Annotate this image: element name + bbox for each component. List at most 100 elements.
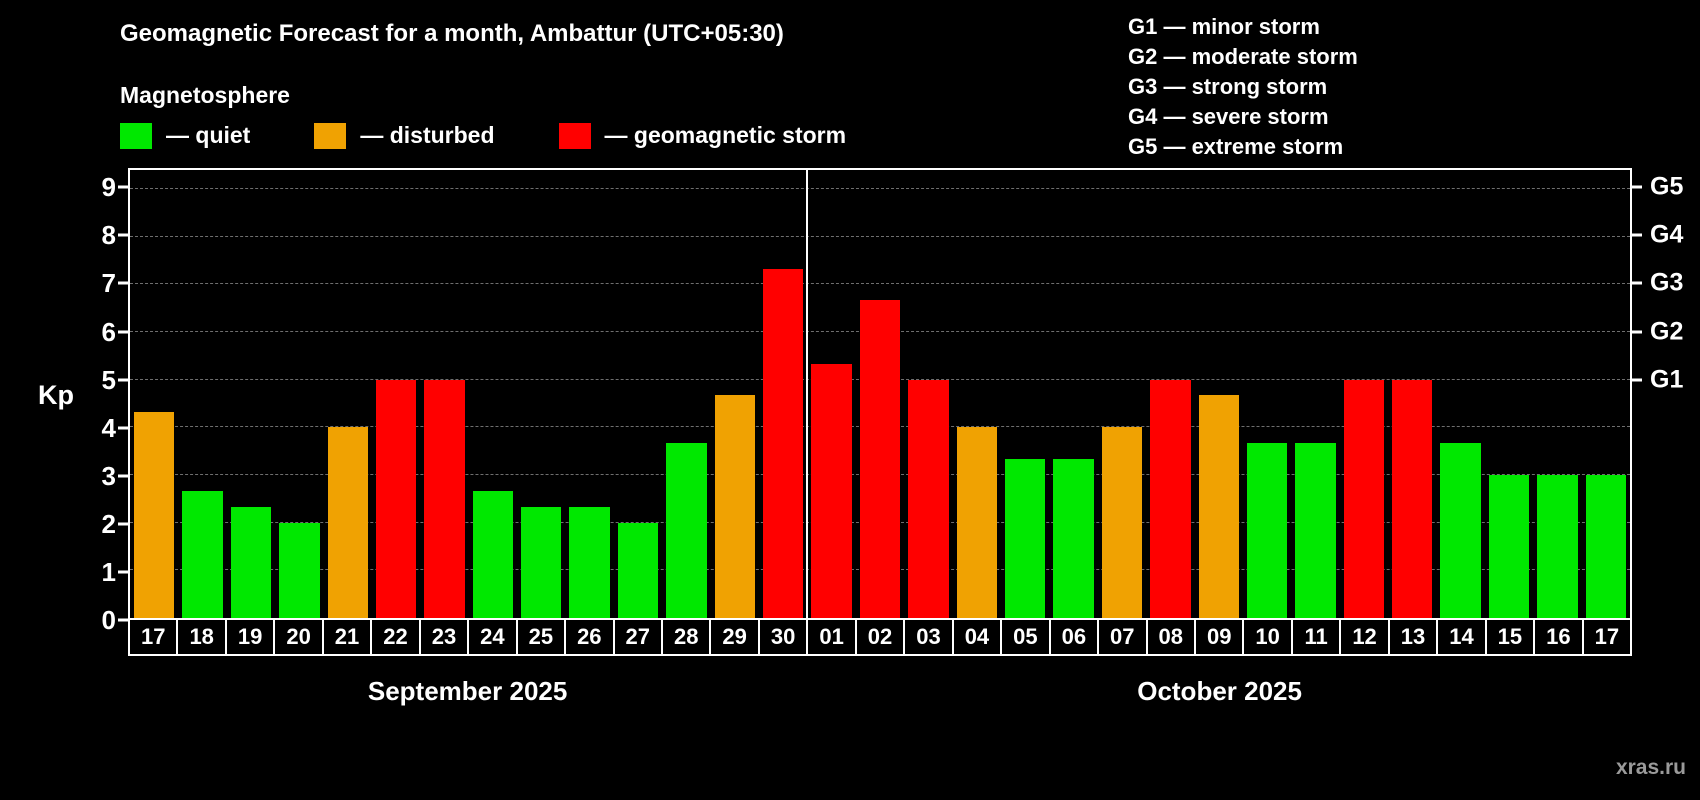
g-legend-line-2: G2 — moderate storm: [1128, 44, 1358, 69]
y-tick-label-1: 1: [101, 556, 116, 587]
right-axis-label-g1: G1: [1650, 365, 1684, 394]
day-labels-row: 17 18 19 20 21 22 23 24 25 26 27 28 29 30 01 02 03 04 05 06…: [128, 618, 1633, 656]
y-tick-2: [118, 522, 128, 526]
y-tick-label-2: 2: [101, 508, 116, 539]
legend-item-disturbed: — disturbed: [314, 122, 495, 149]
kp-bar-day-12: [1343, 379, 1385, 618]
right-axis-label-g2: G2: [1650, 317, 1684, 345]
day-label-cell: 30: [757, 618, 809, 656]
y-tick-9: [118, 185, 128, 189]
kp-bar-day-21: [327, 427, 368, 618]
kp-bar-day-17: [134, 411, 175, 618]
y-tick-4: [118, 426, 128, 430]
day-label-cell: 13: [1387, 618, 1439, 656]
y-tick-6: [118, 330, 128, 333]
day-label-cell: 26: [564, 618, 615, 656]
chart-subtitle: Magnetosphere: [120, 82, 290, 108]
right-tick-g4: [1632, 233, 1642, 237]
g-legend-line-4: G4 — severe storm: [1128, 104, 1329, 129]
y-tick-label-4: 4: [101, 412, 116, 443]
kp-bar-day-16: [1537, 475, 1578, 618]
kp-bar-day-07: [1101, 427, 1143, 618]
day-label-cell: 23: [418, 618, 470, 656]
right-axis-label-g5: G5: [1650, 172, 1684, 201]
bars-layer: [130, 170, 1630, 618]
g-scale-legend: G1 — minor storm G2 — moderate storm G3 — …: [1128, 12, 1358, 162]
kp-status-legend: — quiet — disturbed — geomagnetic storm: [120, 122, 846, 149]
y-tick-label-3: 3: [101, 460, 116, 491]
legend-label-quiet: — quiet: [166, 122, 251, 148]
day-label-cell: 10: [1242, 618, 1293, 656]
kp-bar-day-08: [1150, 379, 1191, 618]
day-label-cell: 19: [224, 618, 276, 656]
day-label-cell: 05: [1000, 618, 1051, 656]
day-label-cell: 01: [806, 618, 857, 656]
right-tick-g5: [1632, 185, 1642, 189]
gridline-kp-7: [130, 283, 1630, 285]
kp-bar-day-01: [811, 363, 852, 618]
month-label-2: October 2025: [1137, 676, 1302, 706]
gridline-kp-9: [130, 188, 1630, 190]
right-tick-g1: [1632, 378, 1642, 382]
kp-bar-day-14: [1440, 443, 1481, 618]
kp-bar-day-13: [1392, 379, 1433, 618]
kp-bar-day-10: [1246, 443, 1288, 618]
kp-bar-day-23: [424, 379, 465, 618]
kp-bar-day-25: [521, 506, 562, 618]
kp-bar-day-18: [182, 490, 223, 618]
day-label-cell: 06: [1048, 618, 1100, 656]
y-tick-8: [118, 233, 128, 237]
kp-bar-day-17: [1585, 475, 1626, 618]
plot-area: [128, 168, 1632, 620]
legend-label-storm: — geomagnetic storm: [604, 122, 847, 148]
kp-bar-day-03: [908, 379, 949, 618]
kp-bar-day-05: [1004, 459, 1046, 618]
day-label-cell: 18: [176, 618, 227, 656]
legend-swatch-storm: [558, 122, 591, 149]
kp-bar-day-02: [859, 300, 901, 618]
day-label-cell: 08: [1145, 618, 1196, 656]
chart-title: Geomagnetic Forecast for a month, Ambatt…: [120, 20, 784, 47]
month-labels-row: September 2025 October 2025: [128, 676, 1632, 710]
day-label-cell: 17: [128, 618, 179, 656]
y-tick-label-9: 9: [101, 172, 116, 203]
day-label-cell: 29: [709, 618, 760, 656]
legend-item-quiet: — quiet: [120, 122, 250, 149]
day-label-cell: 07: [1097, 618, 1148, 656]
g-legend-line-3: G3 — strong storm: [1128, 74, 1328, 99]
kp-bar-day-04: [956, 427, 997, 618]
month-separator-line: [806, 170, 809, 618]
y-tick-3: [118, 474, 128, 478]
day-label-cell: 03: [903, 618, 954, 656]
day-label-cell: 27: [612, 618, 663, 656]
kp-bar-day-19: [230, 506, 272, 618]
day-label-cell: 14: [1436, 618, 1487, 656]
right-tick-g3: [1632, 281, 1642, 285]
kp-bar-day-09: [1198, 395, 1239, 618]
kp-bar-day-11: [1295, 443, 1336, 618]
g-legend-line-1: G1 — minor storm: [1128, 14, 1320, 39]
right-tick-g2: [1632, 330, 1642, 333]
kp-bar-day-28: [666, 443, 707, 618]
kp-bar-day-06: [1053, 459, 1094, 618]
day-label-cell: 28: [660, 618, 712, 656]
day-label-cell: 25: [515, 618, 567, 656]
y-axis-title: Kp: [38, 380, 74, 410]
legend-label-disturbed: — disturbed: [360, 122, 495, 148]
day-label-cell: 11: [1290, 618, 1342, 656]
kp-bar-day-20: [279, 522, 320, 618]
kp-bar-day-15: [1488, 475, 1530, 618]
y-tick-0: [118, 618, 128, 622]
y-tick-label-6: 6: [101, 316, 116, 347]
kp-bar-day-29: [714, 395, 756, 618]
kp-bar-day-24: [472, 490, 514, 618]
y-tick-1: [118, 570, 128, 574]
y-tick-7: [118, 281, 128, 285]
kp-bar-day-22: [375, 379, 417, 618]
day-label-cell: 12: [1339, 618, 1390, 656]
g-legend-line-5: G5 — extreme storm: [1128, 134, 1344, 159]
month-label-1: September 2025: [367, 676, 568, 706]
kp-bar-day-27: [617, 522, 659, 618]
y-axis-labels: 0 1 2 3 4 5 6 7 8 9: [40, 168, 116, 633]
